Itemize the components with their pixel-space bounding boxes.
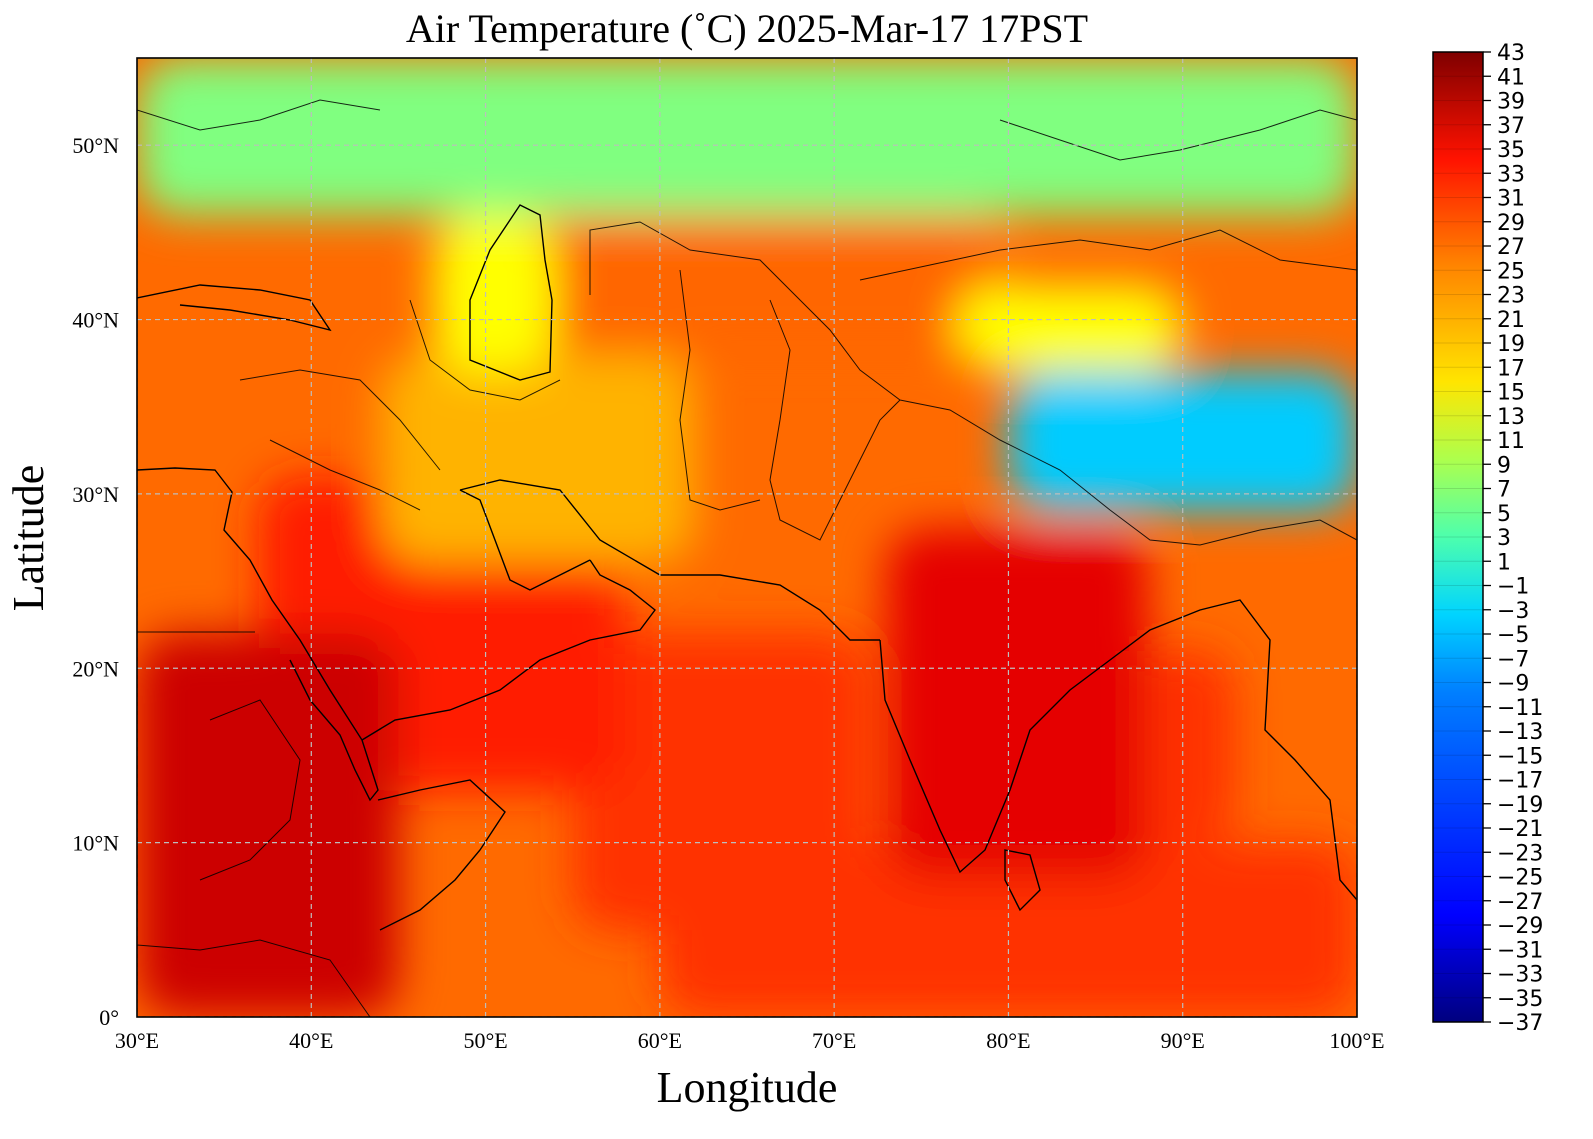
colorbar-tick-label: 33 xyxy=(1497,162,1525,187)
colorbar-tick-label: −13 xyxy=(1497,720,1543,745)
coastlines xyxy=(137,204,1357,931)
colorbar-tick-label: −29 xyxy=(1497,914,1543,939)
colorbar-tick-label: −35 xyxy=(1497,987,1543,1012)
y-tick-label: 30°N xyxy=(72,482,119,507)
colorbar-tick-label: −27 xyxy=(1497,890,1543,915)
x-tick-label: 70°E xyxy=(812,1028,856,1053)
colorbar-tick-label: 17 xyxy=(1497,356,1525,381)
x-tick-label: 30°E xyxy=(115,1028,159,1053)
colorbar-tick-label: 3 xyxy=(1497,526,1511,551)
colorbar-ticks: 434139373533312927252321191715131197531−… xyxy=(1483,41,1543,1036)
colorbar-tick-label: 31 xyxy=(1497,187,1525,212)
y-tick-label: 40°N xyxy=(72,308,119,333)
colorbar-tick-label: 23 xyxy=(1497,284,1525,309)
x-tick-label: 50°E xyxy=(463,1028,507,1053)
y-tick-label: 0° xyxy=(99,1005,119,1030)
colorbar-tick-label: −7 xyxy=(1497,647,1529,672)
y-tick-label: 20°N xyxy=(72,656,119,681)
x-tick-label: 40°E xyxy=(289,1028,333,1053)
colorbar-tick-label: 25 xyxy=(1497,259,1525,284)
colorbar-tick-label: 29 xyxy=(1497,211,1525,236)
colorbar-tick-label: −23 xyxy=(1497,841,1543,866)
y-axis-ticks: 0° 10°N 20°N 30°N 40°N 50°N xyxy=(72,133,119,1030)
colorbar-tick-label: −11 xyxy=(1497,696,1543,721)
temperature-region-tarim-basin xyxy=(956,284,1183,372)
x-tick-label: 60°E xyxy=(638,1028,682,1053)
colorbar-tick-label: −3 xyxy=(1497,599,1529,624)
temperature-region-iran xyxy=(381,354,695,564)
colorbar-tick-label: 19 xyxy=(1497,332,1525,357)
colorbar-tick-label: 39 xyxy=(1497,90,1525,115)
temperature-region-central-asia xyxy=(520,214,1009,355)
y-axis-label: Latitude xyxy=(4,465,53,612)
colorbar-tick-label: 1 xyxy=(1497,550,1511,575)
colorbar-tick-label: 43 xyxy=(1497,41,1525,66)
colorbar-tick-label: −1 xyxy=(1497,575,1529,600)
colorbar-tick-label: −9 xyxy=(1497,672,1529,697)
colorbar-tick-label: −15 xyxy=(1497,744,1543,769)
colorbar-tick-label: 5 xyxy=(1497,502,1511,527)
map-plot-area xyxy=(137,58,1357,1017)
colorbar-tick-label: 9 xyxy=(1497,453,1511,478)
colorbar-tick-label: 37 xyxy=(1497,114,1525,139)
x-axis-label: Longitude xyxy=(657,1063,838,1112)
y-tick-label: 50°N xyxy=(72,133,119,158)
x-tick-label: 100°E xyxy=(1329,1028,1384,1053)
country-borders xyxy=(137,99,1357,1017)
colorbar-tick-label: −37 xyxy=(1497,1011,1543,1036)
colorbar-tick-label: 11 xyxy=(1497,429,1525,454)
map-plot-frame xyxy=(136,57,1358,1018)
colorbar-tick-label: −17 xyxy=(1497,769,1543,794)
colorbar-tick-label: 41 xyxy=(1497,65,1525,90)
colorbar-tick-label: 13 xyxy=(1497,405,1525,430)
colorbar-tick-label: −33 xyxy=(1497,963,1543,988)
colorbar-tick-label: 7 xyxy=(1497,478,1511,503)
colorbar-gradient xyxy=(1433,52,1483,1022)
x-tick-label: 80°E xyxy=(986,1028,1030,1053)
temperature-region-caspian-sea xyxy=(433,214,556,372)
colorbar-tick-label: −19 xyxy=(1497,793,1543,818)
colorbar: 434139373533312927252321191715131197531−… xyxy=(1432,41,1543,1036)
colorbar-band-lines xyxy=(1433,75,1483,999)
y-tick-label: 10°N xyxy=(72,831,119,856)
colorbar-tick-label: −21 xyxy=(1497,817,1543,842)
chart-title: Air Temperature (˚C) 2025-Mar-17 17PST xyxy=(406,6,1088,51)
colorbar-tick-label: 21 xyxy=(1497,308,1525,333)
map-gridlines xyxy=(137,58,1357,1017)
temperature-region-tibetan-plateau xyxy=(1008,371,1357,512)
x-axis-ticks: 30°E 40°E 50°E 60°E 70°E 80°E 90°E 100°E xyxy=(115,1028,1385,1053)
temperature-region-india xyxy=(886,528,1148,878)
temperature-region-kazakhstan-steppe xyxy=(137,58,1357,215)
colorbar-tick-label: −31 xyxy=(1497,938,1543,963)
colorbar-tick-label: 15 xyxy=(1497,381,1525,406)
colorbar-tick-label: 35 xyxy=(1497,138,1525,163)
temperature-region-horn-of-africa xyxy=(137,633,399,1017)
colorbar-tick-label: 27 xyxy=(1497,235,1525,260)
colorbar-tick-label: −5 xyxy=(1497,623,1529,648)
colorbar-tick-label: −25 xyxy=(1497,866,1543,891)
x-tick-label: 90°E xyxy=(1161,1028,1205,1053)
